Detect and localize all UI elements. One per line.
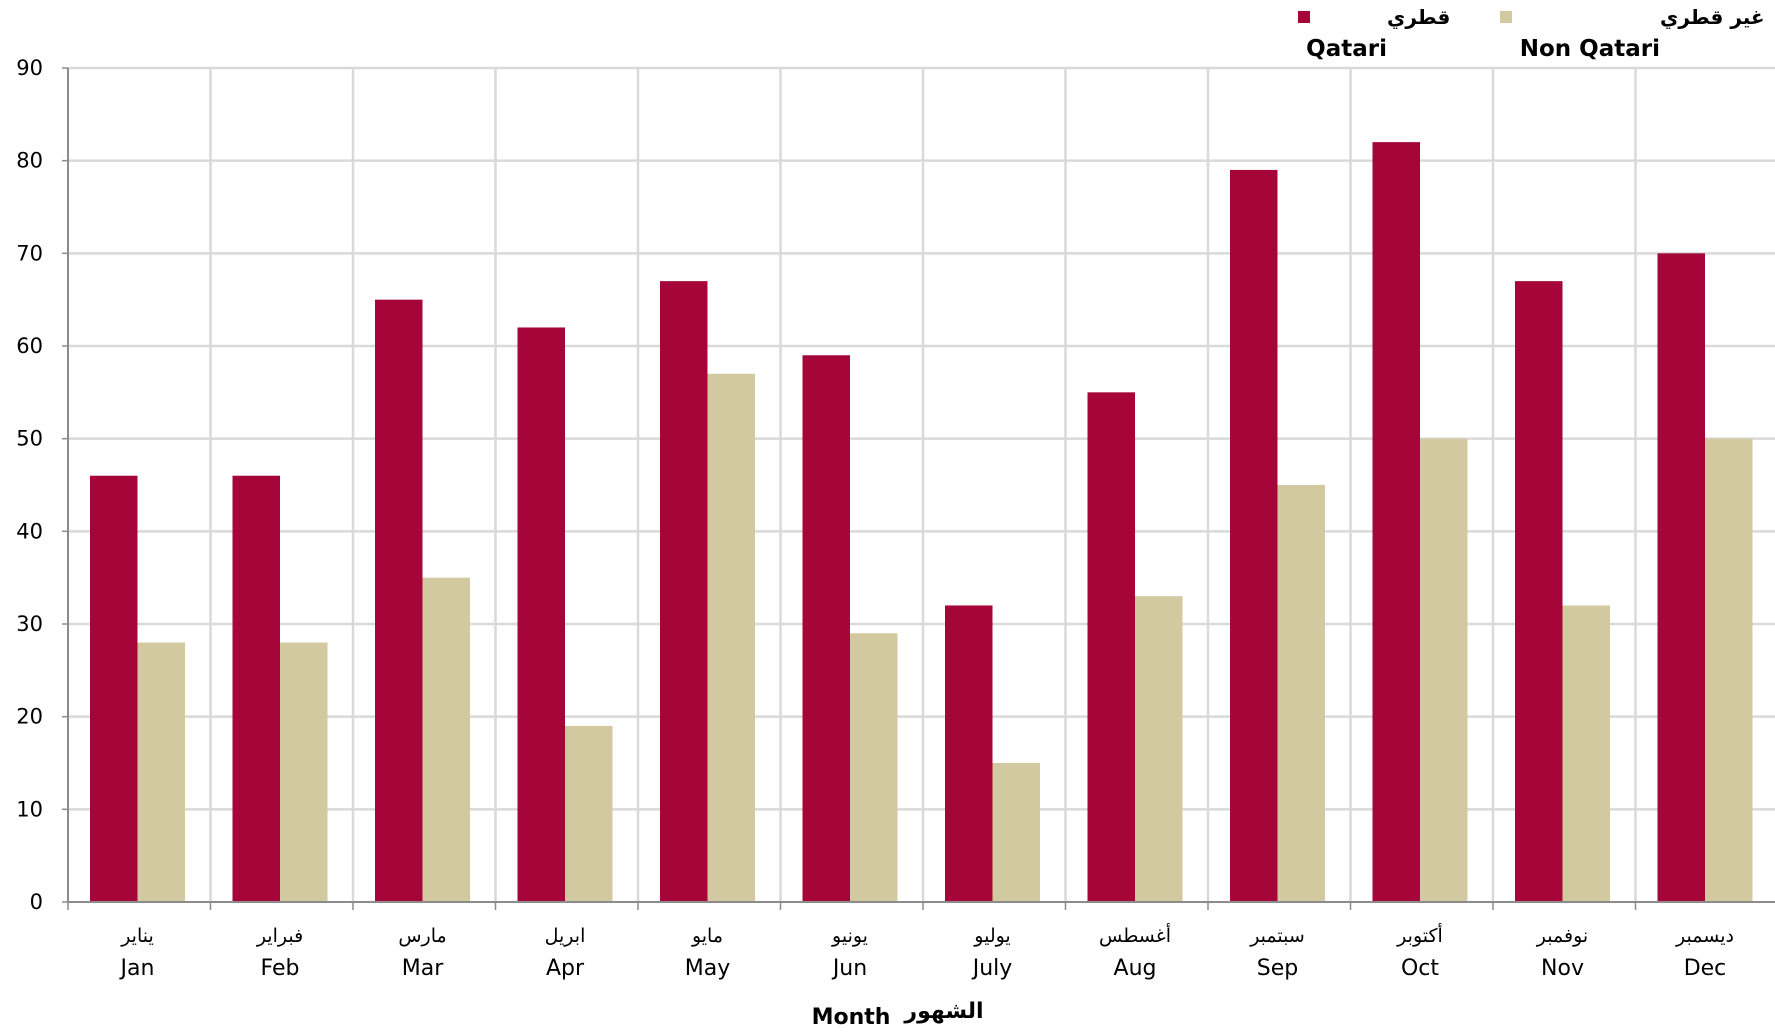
bars: [90, 142, 1753, 903]
y-tick-label: 50: [16, 427, 43, 451]
x-tick-label-english: Jan: [119, 956, 155, 981]
y-tick-label: 90: [16, 56, 43, 80]
bar-non-qatari-may: [707, 373, 755, 902]
bar-qatari-nov: [1515, 281, 1563, 903]
bar-non-qatari-jan: [137, 642, 185, 902]
x-tick-label-arabic: يوليو: [973, 925, 1010, 947]
y-tick-label: 80: [16, 149, 43, 173]
bar-non-qatari-dec: [1705, 438, 1753, 902]
y-tick-label: 30: [16, 612, 43, 636]
grid-lines: [68, 66, 1775, 902]
x-tick-label-english: Aug: [1114, 956, 1157, 981]
x-tick-label-arabic: أغسطس: [1099, 923, 1171, 947]
y-tick-label: 20: [16, 705, 43, 729]
x-tick-label-arabic: يناير: [120, 925, 154, 947]
x-axis-label-arabic: الشهور: [903, 999, 983, 1024]
y-tick-label: 70: [16, 241, 43, 265]
bar-qatari-dec: [1657, 253, 1705, 903]
legend-label-arabic-non-qatari: غير قطري: [1660, 5, 1765, 30]
bar-non-qatari-nov: [1562, 605, 1610, 902]
axes: [62, 67, 1775, 910]
bar-non-qatari-july: [992, 763, 1040, 902]
x-tick-label-arabic: فبراير: [256, 925, 303, 947]
bar-non-qatari-sep: [1277, 485, 1325, 902]
bar-qatari-jan: [90, 475, 138, 902]
bar-non-qatari-mar: [422, 577, 470, 902]
legend-swatch-non-qatari: [1500, 11, 1512, 23]
y-tick-label: 40: [16, 519, 43, 543]
x-axis-label: الشهور Month: [812, 999, 984, 1030]
bar-qatari-july: [945, 605, 993, 902]
bar-non-qatari-apr: [565, 725, 613, 902]
bar-qatari-jun: [802, 355, 850, 902]
x-tick-labels: يناير Jan فبراير Feb مارس Mar ابريل Apr مايو May ي…: [119, 923, 1734, 981]
y-tick-label: 60: [16, 334, 43, 358]
x-tick-label-english: Oct: [1401, 956, 1439, 981]
bar-qatari-feb: [232, 475, 280, 902]
bar-qatari-mar: [375, 299, 423, 903]
x-tick-label-english: Sep: [1257, 956, 1298, 981]
x-tick-label-english: Apr: [546, 956, 585, 981]
bar-non-qatari-jun: [850, 633, 898, 902]
bar-qatari-oct: [1372, 142, 1420, 903]
y-tick-label: 0: [30, 890, 43, 914]
bar-qatari-apr: [517, 327, 565, 902]
y-tick-labels: 0 10 20 30 40 50 60 70 80 90: [16, 56, 43, 914]
x-tick-label-arabic: مايو: [691, 925, 723, 947]
legend-label-english-qatari: Qatari: [1306, 36, 1387, 62]
x-tick-label-arabic: ابريل: [545, 925, 586, 947]
bar-non-qatari-feb: [280, 642, 328, 902]
x-tick-label-arabic: مارس: [398, 925, 446, 947]
bar-non-qatari-oct: [1420, 438, 1468, 902]
x-tick-label-arabic: ديسمبر: [1675, 925, 1734, 947]
x-tick-label-english: Nov: [1541, 956, 1584, 981]
legend-label-english-non-qatari: Non Qatari: [1520, 36, 1660, 62]
x-tick-label-english: Mar: [402, 956, 444, 981]
legend-swatch-qatari: [1298, 11, 1310, 23]
x-axis-label-english: Month: [812, 1005, 891, 1030]
x-tick-label-english: Jun: [831, 956, 867, 981]
x-tick-label-english: Feb: [261, 956, 300, 981]
bar-qatari-may: [660, 281, 708, 903]
x-tick-label-arabic: سبتمبر: [1249, 925, 1305, 947]
x-tick-label-english: Dec: [1684, 956, 1727, 981]
y-tick-label: 10: [16, 797, 43, 821]
legend-label-arabic-qatari: قطري: [1387, 5, 1450, 30]
bar-qatari-aug: [1087, 392, 1135, 902]
x-tick-label-arabic: يونيو: [831, 925, 868, 947]
x-tick-label-arabic: أكتوبر: [1396, 923, 1443, 947]
x-tick-label-arabic: نوفمبر: [1536, 925, 1588, 947]
bar-non-qatari-aug: [1135, 596, 1183, 902]
bar-qatari-sep: [1230, 169, 1278, 902]
x-tick-label-english: July: [971, 956, 1013, 981]
x-tick-label-english: May: [685, 956, 730, 981]
